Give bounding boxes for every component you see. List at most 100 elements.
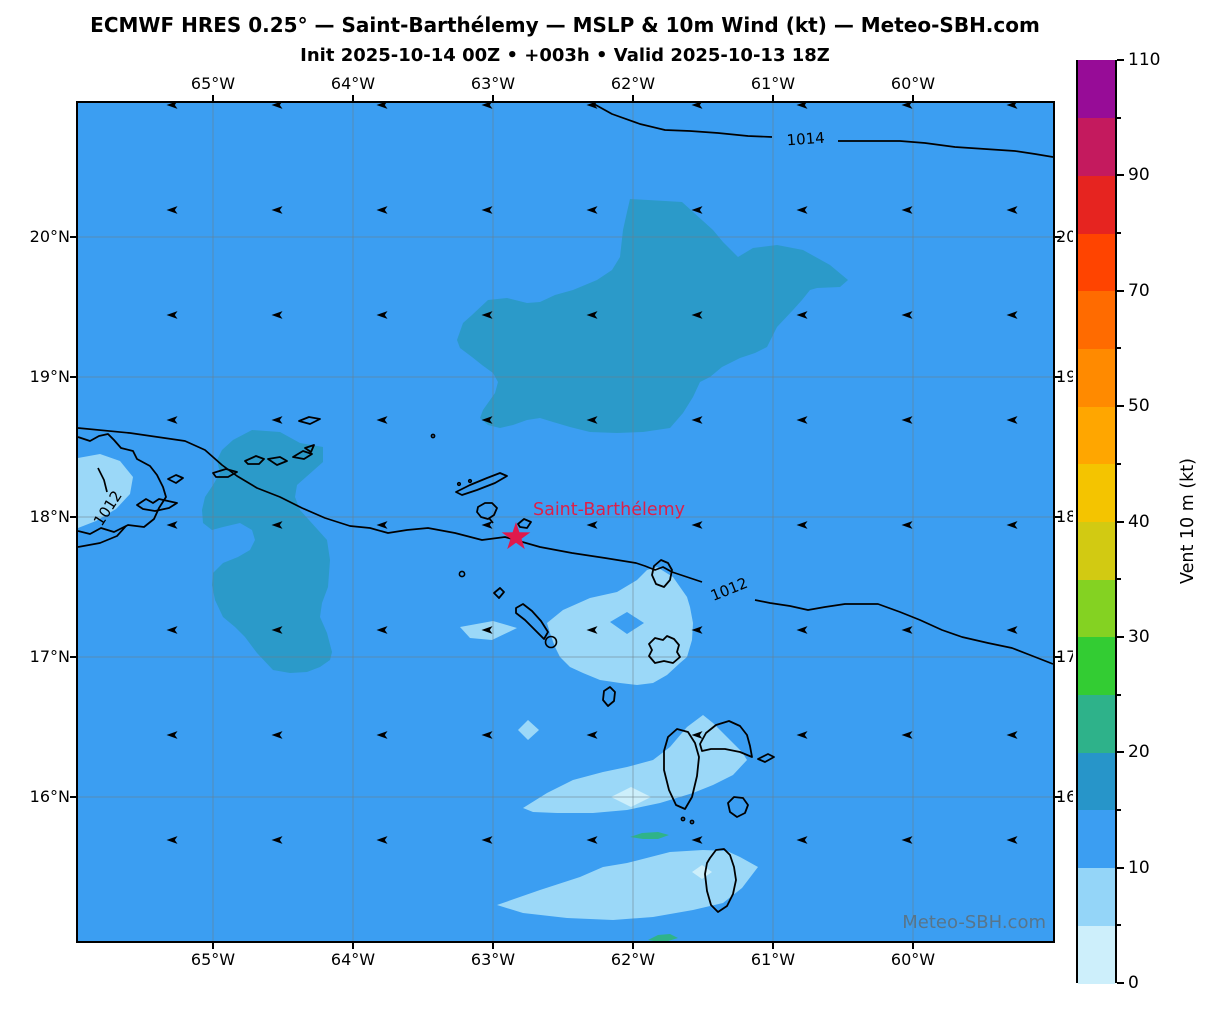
- lon-label-bottom: 62°W: [610, 950, 656, 969]
- colorbar-segment-90-100: [1078, 117, 1115, 176]
- wind-arrow: [376, 521, 388, 529]
- wind-arrow: [166, 206, 178, 214]
- colorbar-segment-35-40: [1078, 521, 1115, 580]
- right-partial-labels: 20°N 19°N 18°N 17°N 16°N: [1056, 103, 1073, 941]
- colorbar-tick-label: 10: [1128, 857, 1150, 878]
- colorbar-tick-label: 110: [1128, 50, 1161, 70]
- wind-5-10-puertorico: [78, 454, 133, 528]
- wind-arrow: [691, 206, 703, 214]
- isobar-1014: [838, 140, 1053, 158]
- lon-label-top: 61°W: [750, 74, 796, 93]
- island-montserrat: [602, 686, 616, 707]
- tick-left: [70, 376, 76, 378]
- colorbar-tick-label: 20: [1128, 742, 1150, 763]
- wind-arrow: [481, 206, 493, 214]
- page-title: ECMWF HRES 0.25° — Saint-Barthélemy — MS…: [90, 13, 1040, 37]
- lat-label-right-partial: 20°N: [1056, 227, 1073, 246]
- wind-arrow: [481, 103, 493, 109]
- colorbar-segment-25-30: [1078, 636, 1115, 696]
- wind-arrow: [271, 206, 283, 214]
- colorbar-segment-80-90: [1078, 175, 1115, 234]
- colorbar-tick-label: 50: [1128, 396, 1150, 417]
- wind-arrow: [796, 521, 808, 529]
- colorbar-tick-label: 30: [1128, 626, 1150, 647]
- lon-label-bottom: 61°W: [750, 950, 796, 969]
- wind-arrow: [691, 731, 703, 739]
- wind-arrow: [1006, 103, 1018, 109]
- colorbar-tick-major: [1117, 59, 1124, 61]
- colorbar-segment-40-45: [1078, 463, 1115, 522]
- lon-label-bottom: 63°W: [470, 950, 516, 969]
- wind-arrow: [376, 731, 388, 739]
- colorbar-tick-major: [1117, 405, 1124, 408]
- colorbar-tick-minor: [1117, 808, 1121, 811]
- watermark: Meteo-SBH.com: [902, 912, 1046, 933]
- colorbar-tick-minor: [1117, 347, 1121, 350]
- wind-arrow: [481, 416, 493, 424]
- colorbar-segment-15-20: [1078, 752, 1115, 811]
- colorbar-tick-label: 90: [1128, 165, 1150, 186]
- island-scrub-island: [467, 478, 473, 484]
- lon-label-bottom: 65°W: [190, 950, 236, 969]
- tick-bottom: [772, 943, 774, 949]
- wind-arrow: [166, 103, 178, 109]
- wind-arrow: [796, 836, 808, 844]
- colorbar-segment-60-70: [1078, 290, 1115, 349]
- isobar-label-1014: 1014: [786, 129, 825, 150]
- wind-arrow: [481, 311, 493, 319]
- wind-arrow: [481, 731, 493, 739]
- colorbar-segment-10-15: [1078, 809, 1115, 869]
- wind-arrow: [481, 626, 493, 634]
- wind-arrow: [166, 416, 178, 424]
- wind-arrow: [586, 206, 598, 214]
- island-st-eustatius: [493, 587, 505, 599]
- colorbar-tick-major: [1117, 289, 1124, 292]
- isobar-1012: [754, 599, 1053, 665]
- wind-arrow: [901, 626, 913, 634]
- colorbar-segment-20-25: [1078, 694, 1115, 753]
- island-guadeloupe-basse-terre: [663, 728, 700, 810]
- wind-arrow: [376, 416, 388, 424]
- colorbar-segment-50-60: [1078, 348, 1115, 407]
- island-st-thomas: [244, 455, 265, 465]
- island-anguilla: [455, 472, 508, 496]
- tick-top: [352, 95, 354, 101]
- isobar-1012: [97, 467, 108, 493]
- wind-arrow: [376, 626, 388, 634]
- island-tortola: [292, 450, 313, 460]
- location-star-icon: [501, 522, 531, 550]
- tick-top: [492, 95, 494, 101]
- wind-arrow: [166, 731, 178, 739]
- island-vieques: [212, 468, 238, 478]
- wind-arrow: [796, 311, 808, 319]
- lon-label-top: 63°W: [470, 74, 516, 93]
- lat-label-left: 18°N: [29, 507, 70, 526]
- colorbar-tick-major: [1117, 866, 1124, 869]
- wind-arrow: [796, 103, 808, 109]
- wind-arrow: [1006, 731, 1018, 739]
- wind-arrow: [1006, 521, 1018, 529]
- wind-arrow: [166, 626, 178, 634]
- colorbar-axis-label: Vent 10 m (kt): [1178, 458, 1198, 584]
- wind-arrow: [691, 311, 703, 319]
- lat-label-left: 19°N: [29, 367, 70, 386]
- island-culebra: [167, 474, 184, 484]
- wind-arrow: [796, 731, 808, 739]
- wind-hole-antigua: [610, 612, 644, 634]
- island-guadeloupe-grande-terre: [699, 720, 753, 758]
- colorbar-segment-0-5: [1078, 925, 1115, 984]
- island-st-kitts: [515, 603, 549, 640]
- wind-arrow: [376, 206, 388, 214]
- colorbar-tick-major: [1117, 174, 1124, 177]
- colorbar-segment-5-10: [1078, 867, 1115, 926]
- island-la-desirade: [757, 753, 775, 763]
- island-les-saintes-b: [689, 819, 695, 825]
- lon-label-bottom: 64°W: [330, 950, 376, 969]
- colorbar-tick-major: [1117, 751, 1124, 754]
- colorbar-tick-minor: [1117, 693, 1121, 696]
- tick-top: [772, 95, 774, 101]
- wind-20-25-sliver-b: [648, 934, 678, 941]
- island-les-saintes-a: [680, 816, 686, 822]
